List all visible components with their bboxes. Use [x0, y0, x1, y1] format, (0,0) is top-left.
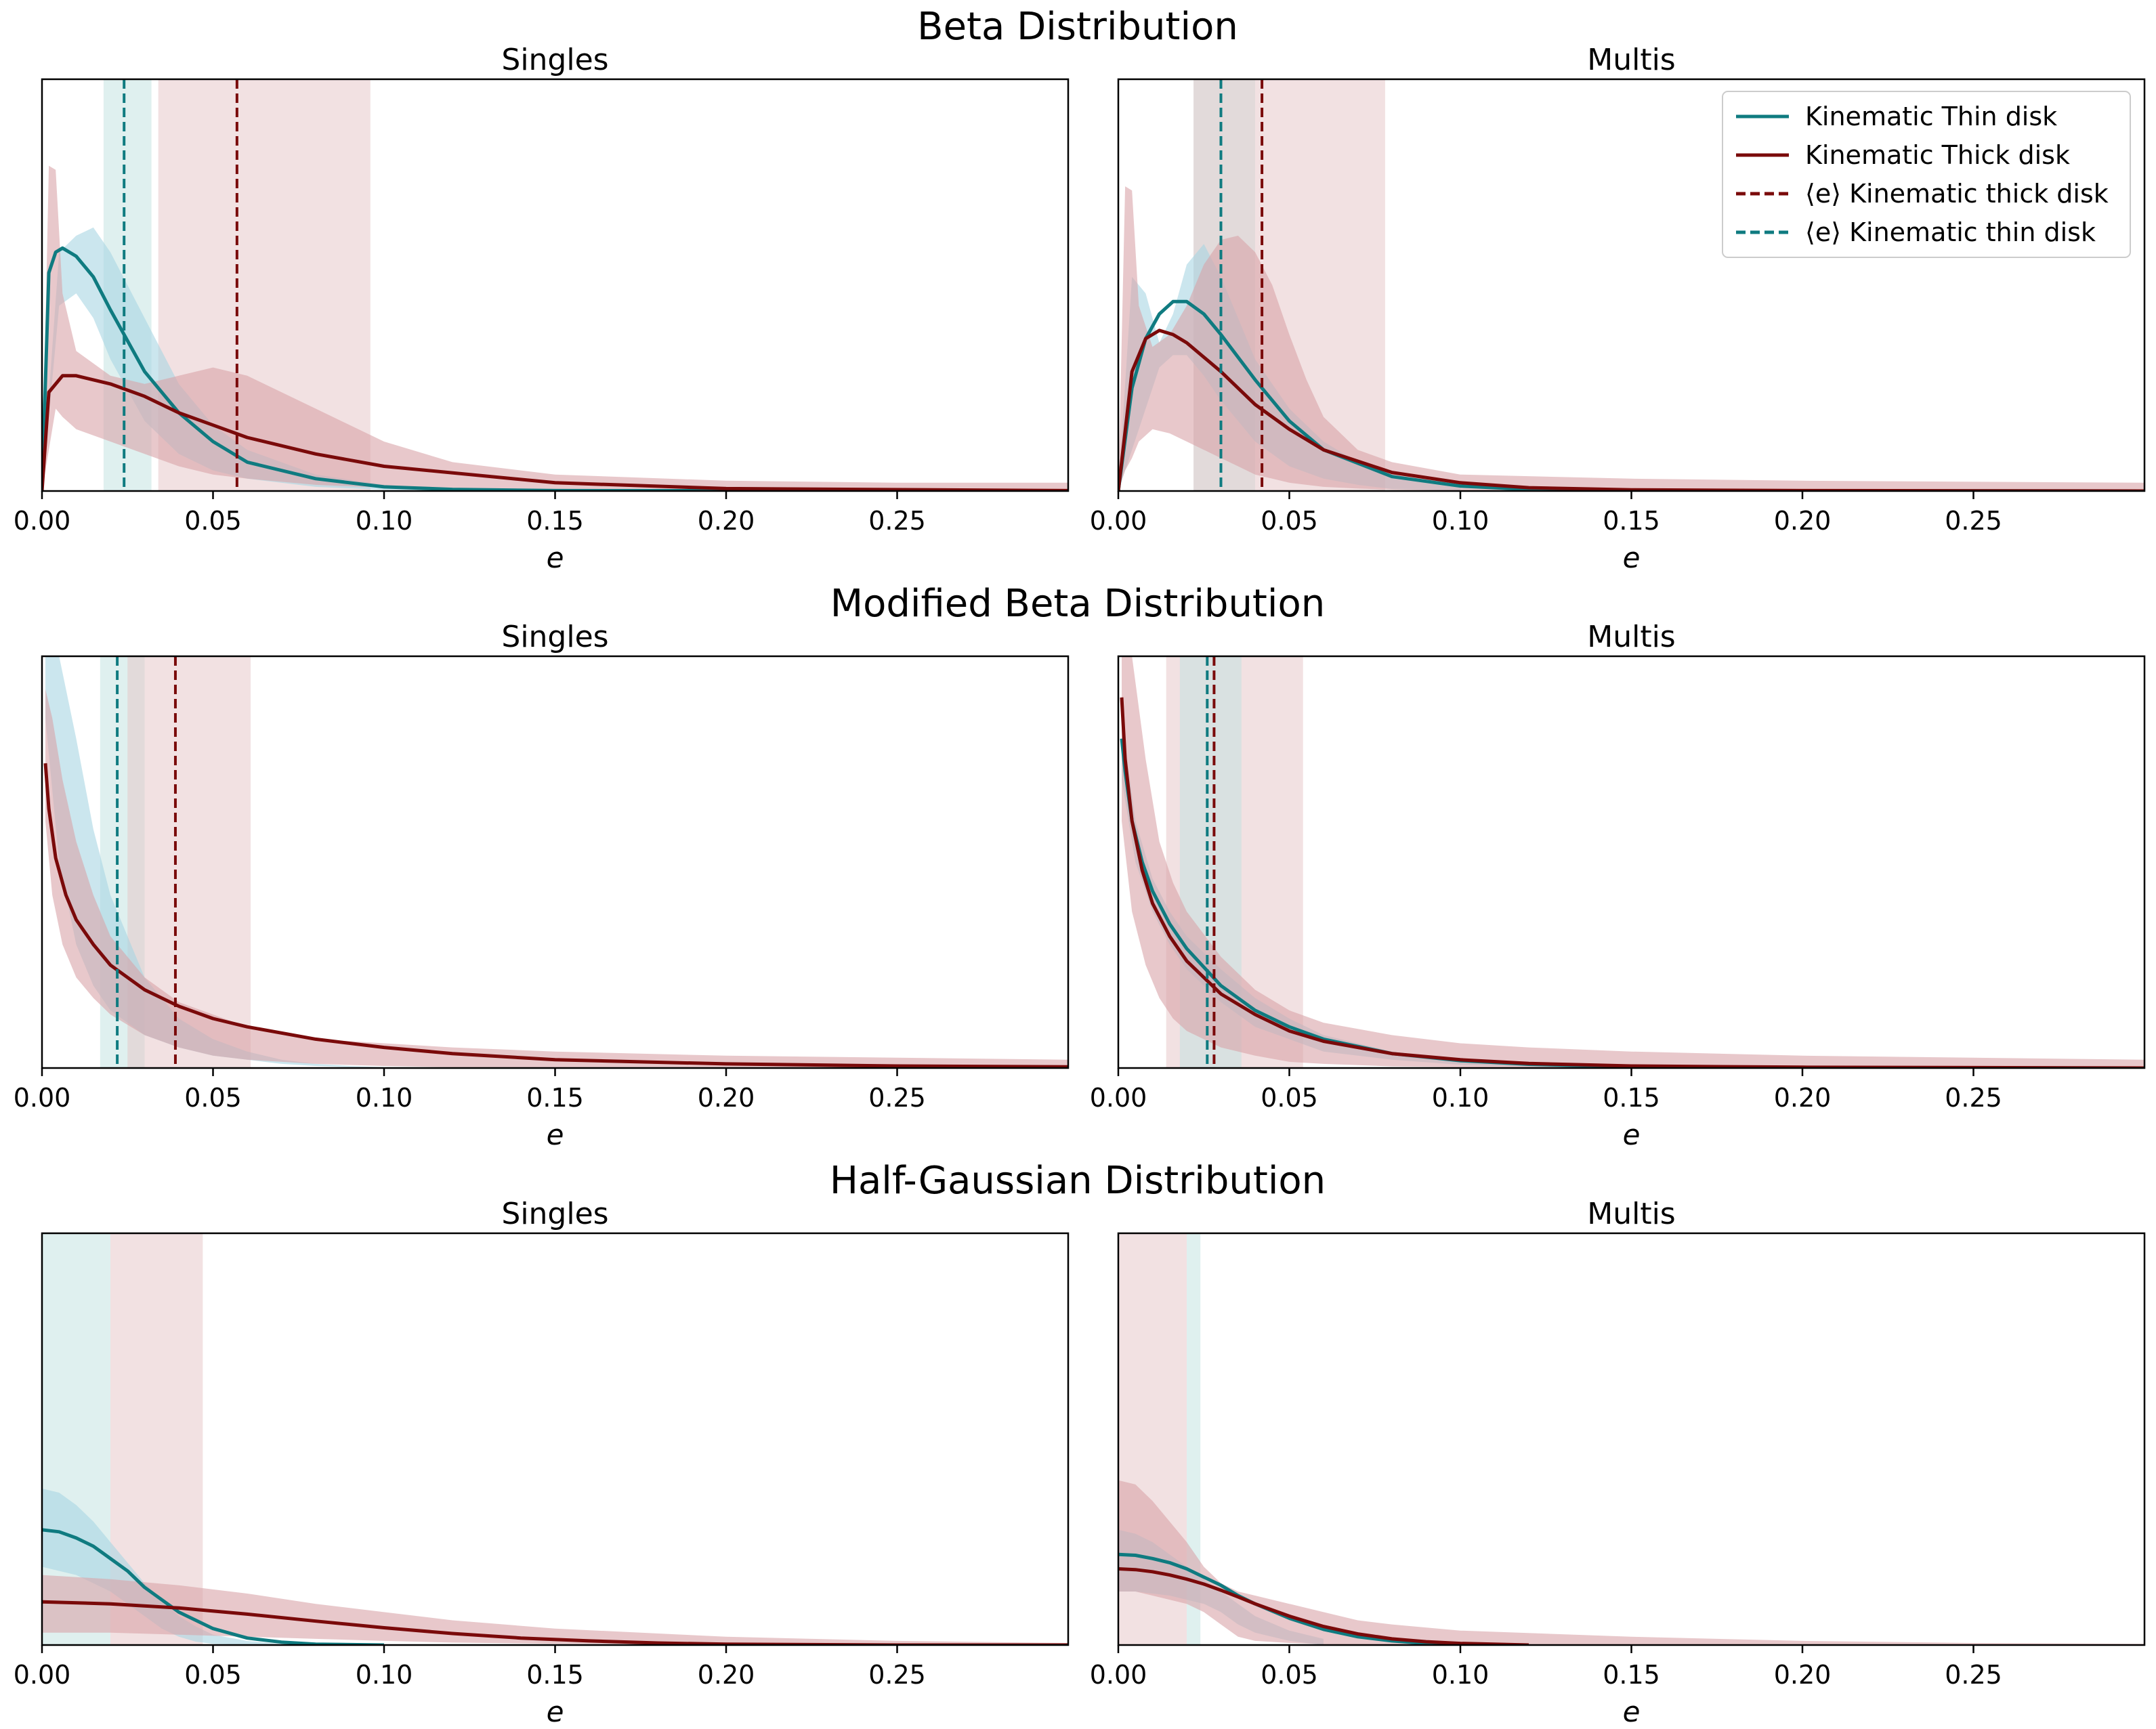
- x-axis-label: e: [547, 1118, 564, 1151]
- x-tick-label: 0.15: [526, 506, 584, 536]
- x-tick-label: 0.10: [356, 506, 413, 536]
- panel-title: Singles: [501, 43, 608, 77]
- x-tick-label: 0.00: [14, 1083, 71, 1113]
- plot-area: [43, 656, 1068, 1068]
- x-tick-label: 0.25: [868, 1660, 926, 1690]
- x-tick-label: 0.15: [526, 1083, 584, 1113]
- x-tick-label: 0.05: [1261, 506, 1318, 536]
- series-line: [1120, 697, 2144, 1068]
- panel-title: Multis: [1587, 620, 1675, 654]
- credible-band: [45, 689, 1068, 1068]
- series-line: [42, 374, 1068, 491]
- chart-panel-2: 0.00 0.05 0.10 0.15 0.20 0.25 Singles e: [14, 620, 1070, 1151]
- chart-panel-3: 0.00 0.05 0.10 0.15 0.20 0.25 Multis e: [1090, 620, 2146, 1151]
- x-tick-label: 0.20: [698, 1660, 755, 1690]
- x-tick-label: 0.10: [356, 1660, 413, 1690]
- plot-area: [1118, 1233, 2144, 1645]
- x-tick-label: 0.15: [1603, 1660, 1660, 1690]
- x-tick-label: 0.10: [356, 1083, 413, 1113]
- panel-title: Singles: [501, 1197, 608, 1231]
- x-tick-label: 0.25: [1945, 1083, 2002, 1113]
- legend-label: Kinematic Thin disk: [1805, 102, 2057, 131]
- x-tick-label: 0.25: [1945, 1660, 2002, 1690]
- x-tick-label: 0.25: [1945, 506, 2002, 536]
- x-tick-label: 0.20: [698, 506, 755, 536]
- chart-panel-4: 0.00 0.05 0.10 0.15 0.20 0.25 Singles e: [14, 1197, 1070, 1728]
- panel-title: Multis: [1587, 43, 1675, 77]
- row-title-beta: Beta Distribution: [917, 5, 1238, 49]
- x-axis-label: e: [1623, 1118, 1641, 1151]
- x-tick-label: 0.10: [1432, 506, 1489, 536]
- legend-frame: [1722, 91, 2131, 258]
- x-tick-label: 0.00: [14, 1660, 71, 1690]
- x-tick-label: 0.05: [184, 1660, 242, 1690]
- series-line: [1118, 1567, 1529, 1645]
- x-axis-label: e: [1623, 1695, 1641, 1728]
- x-tick-label: 0.20: [1774, 506, 1832, 536]
- x-tick-label: 0.05: [1261, 1660, 1318, 1690]
- x-tick-label: 0.20: [1774, 1083, 1832, 1113]
- x-tick-label: 0.10: [1432, 1083, 1489, 1113]
- legend-label: ⟨e⟩ Kinematic thin disk: [1805, 217, 2096, 247]
- x-tick-label: 0.05: [1261, 1083, 1318, 1113]
- x-tick-label: 0.25: [868, 1083, 926, 1113]
- legend: Kinematic Thin disk Kinematic Thick disk ⟨…: [1722, 91, 2131, 258]
- credible-band: [42, 1575, 1068, 1645]
- x-tick-label: 0.20: [698, 1083, 755, 1113]
- x-tick-label: 0.15: [1603, 506, 1660, 536]
- panels-layer: 0.00 0.05 0.10 0.15 0.20 0.25 Singles e 0.00 0.05…: [14, 43, 2146, 1728]
- legend-label: Kinematic Thick disk: [1805, 140, 2070, 170]
- mean-interval-band: [1187, 1233, 1201, 1645]
- x-axis-label: e: [547, 1695, 564, 1728]
- x-tick-label: 0.00: [1090, 1083, 1147, 1113]
- plot-area: [1120, 656, 2144, 1068]
- x-tick-label: 0.25: [868, 506, 926, 536]
- x-tick-label: 0.10: [1432, 1660, 1489, 1690]
- x-axis-label: e: [1623, 541, 1641, 574]
- x-tick-label: 0.05: [184, 1083, 242, 1113]
- x-tick-label: 0.00: [1090, 1660, 1147, 1690]
- credible-band: [1122, 656, 2144, 1068]
- legend-label: ⟨e⟩ Kinematic thick disk: [1805, 179, 2109, 209]
- row-title-modified-beta: Modified Beta Distribution: [830, 582, 1325, 626]
- x-tick-label: 0.00: [1090, 506, 1147, 536]
- chart-panel-5: 0.00 0.05 0.10 0.15 0.20 0.25 Multis e: [1090, 1197, 2146, 1728]
- chart-panel-0: 0.00 0.05 0.10 0.15 0.20 0.25 Singles e: [14, 43, 1070, 574]
- series-line: [1118, 299, 2144, 491]
- panel-title: Singles: [501, 620, 608, 654]
- credible-band: [1118, 1480, 2144, 1645]
- row-title-half-gaussian: Half-Gaussian Distribution: [830, 1159, 1326, 1203]
- x-tick-label: 0.05: [184, 506, 242, 536]
- x-tick-label: 0.15: [1603, 1083, 1660, 1113]
- x-axis-label: e: [547, 541, 564, 574]
- axes-frame: [1117, 1232, 2146, 1646]
- panel-title: Multis: [1587, 1197, 1675, 1231]
- series-line: [42, 246, 1068, 491]
- x-tick-label: 0.00: [14, 506, 71, 536]
- plot-area: [42, 1233, 1068, 1645]
- x-tick-label: 0.20: [1774, 1660, 1832, 1690]
- plot-area: [42, 79, 1068, 491]
- credible-band: [42, 165, 1068, 491]
- series-line: [42, 1528, 385, 1645]
- plot-area: [1118, 79, 2144, 491]
- x-tick-label: 0.15: [526, 1660, 584, 1690]
- chart-panel-1: 0.00 0.05 0.10 0.15 0.20 0.25 Multis e Kinematic…: [1090, 43, 2146, 574]
- series-line: [1118, 328, 2144, 491]
- series-line: [43, 763, 1068, 1068]
